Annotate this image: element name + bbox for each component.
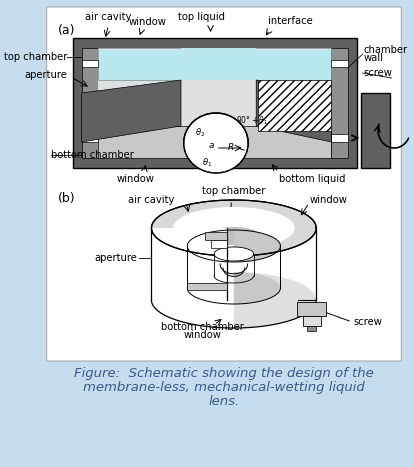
Text: interface: interface — [267, 16, 312, 26]
Text: $\theta_2$: $\theta_2$ — [194, 127, 204, 139]
Text: window: window — [116, 174, 154, 184]
Text: top chamber: top chamber — [4, 52, 67, 62]
Polygon shape — [205, 232, 226, 240]
Bar — [97, 48, 331, 158]
Polygon shape — [256, 80, 331, 142]
Bar — [97, 126, 331, 158]
Polygon shape — [233, 200, 316, 328]
FancyBboxPatch shape — [47, 7, 400, 361]
Polygon shape — [233, 230, 280, 304]
Text: air cavity: air cavity — [85, 12, 131, 22]
Text: window: window — [128, 17, 166, 27]
Text: membrane-less, mechanical-wetting liquid: membrane-less, mechanical-wetting liquid — [83, 381, 364, 394]
Bar — [331, 60, 347, 67]
Text: window: window — [183, 330, 221, 340]
Text: window: window — [309, 195, 346, 205]
Bar — [97, 48, 331, 80]
Bar — [81, 60, 97, 67]
Polygon shape — [151, 228, 226, 300]
Polygon shape — [81, 80, 180, 142]
Text: (b): (b) — [58, 192, 76, 205]
Text: chamber: chamber — [363, 45, 407, 55]
Bar — [306, 326, 316, 331]
Text: lens.: lens. — [208, 395, 239, 408]
Bar — [302, 316, 320, 326]
Text: bottom chamber: bottom chamber — [51, 150, 134, 160]
Bar — [180, 48, 256, 80]
Bar — [331, 134, 347, 142]
Text: Figure:  Schematic showing the design of the: Figure: Schematic showing the design of … — [74, 367, 373, 380]
Polygon shape — [211, 240, 226, 248]
Bar — [360, 93, 389, 168]
Bar — [180, 80, 256, 126]
Bar — [257, 80, 331, 131]
Text: $a$: $a$ — [207, 142, 214, 150]
Bar — [81, 48, 97, 158]
Bar — [81, 134, 97, 142]
Text: top liquid: top liquid — [178, 12, 225, 22]
Text: $\theta_1$: $\theta_1$ — [202, 157, 211, 169]
Text: screw: screw — [363, 68, 392, 78]
Text: wall: wall — [363, 53, 383, 63]
Text: $R$: $R$ — [226, 141, 233, 151]
Text: bottom liquid: bottom liquid — [278, 174, 344, 184]
Text: aperture: aperture — [94, 253, 137, 263]
Bar — [331, 48, 347, 158]
Text: screw: screw — [353, 317, 382, 327]
Text: air cavity: air cavity — [128, 195, 174, 205]
Ellipse shape — [183, 113, 247, 173]
Bar — [297, 302, 325, 316]
Polygon shape — [214, 247, 253, 261]
Bar — [72, 38, 356, 168]
Text: (a): (a) — [58, 24, 76, 37]
Text: top chamber: top chamber — [202, 186, 265, 196]
Polygon shape — [206, 227, 260, 245]
Polygon shape — [173, 207, 294, 249]
Text: $90°+\theta_1$: $90°+\theta_1$ — [235, 115, 267, 127]
Text: aperture: aperture — [24, 70, 67, 80]
Polygon shape — [151, 200, 316, 256]
Polygon shape — [187, 283, 226, 290]
Text: bottom chamber: bottom chamber — [161, 322, 243, 332]
